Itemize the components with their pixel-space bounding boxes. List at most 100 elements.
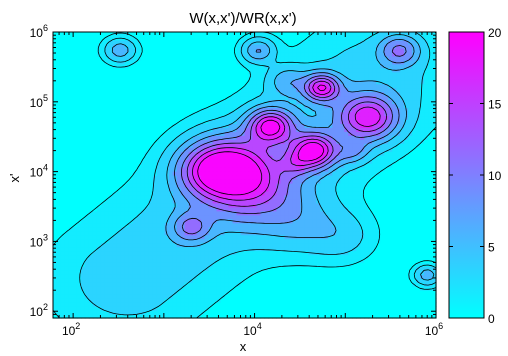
heatmap-cell <box>252 230 258 236</box>
heatmap-cell <box>164 182 170 188</box>
heatmap-cell <box>324 266 329 271</box>
heatmap-cell <box>68 119 74 124</box>
heatmap-cell <box>196 210 202 216</box>
heatmap-cell <box>344 143 349 148</box>
heatmap-cell <box>432 159 437 164</box>
heatmap-cell <box>212 139 218 144</box>
heatmap-cell <box>220 254 226 260</box>
heatmap-cell <box>372 282 377 287</box>
heatmap-cell <box>376 159 381 164</box>
heatmap-cell <box>132 175 138 180</box>
heatmap-cell <box>340 270 345 275</box>
heatmap-cell <box>320 238 325 244</box>
heatmap-cell <box>172 294 178 299</box>
heatmap-cell <box>432 210 437 216</box>
heatmap-cell <box>60 258 66 263</box>
heatmap-cell <box>420 159 425 164</box>
heatmap-cell <box>308 135 313 140</box>
heatmap-cell <box>380 222 385 228</box>
heatmap-cell <box>352 210 357 216</box>
heatmap-cell <box>360 266 365 271</box>
heatmap-cell <box>332 282 337 287</box>
heatmap-cell <box>180 167 186 172</box>
heatmap-cell <box>220 298 226 303</box>
heatmap-cell <box>332 238 337 244</box>
heatmap-cell <box>220 274 226 279</box>
heatmap-cell <box>84 175 90 180</box>
heatmap-cell <box>420 186 425 192</box>
heatmap-cell <box>136 294 142 299</box>
heatmap-cell <box>384 278 389 283</box>
heatmap-cell <box>252 286 258 291</box>
heatmap-cell <box>188 186 194 192</box>
heatmap-cell <box>120 175 126 180</box>
heatmap-cell <box>404 222 409 228</box>
heatmap-cell <box>400 163 405 168</box>
heatmap-cell <box>356 206 361 212</box>
heatmap-cell <box>396 198 401 204</box>
heatmap-cell <box>80 246 86 252</box>
heatmap-cell <box>244 139 250 144</box>
heatmap-cell <box>192 127 198 132</box>
heatmap-cell <box>104 306 110 311</box>
heatmap-cell <box>420 274 425 279</box>
heatmap-cell <box>364 290 369 295</box>
heatmap-cell <box>156 238 162 244</box>
heatmap-cell <box>132 234 138 240</box>
heatmap-cell <box>364 167 369 172</box>
heatmap-cell <box>60 159 66 164</box>
heatmap-cell <box>288 135 293 140</box>
heatmap-cell <box>320 310 325 315</box>
heatmap-cell <box>124 302 130 307</box>
heatmap-cell <box>232 266 238 271</box>
heatmap-cell <box>108 282 114 287</box>
heatmap-cell <box>64 302 70 307</box>
heatmap-cell <box>396 306 401 311</box>
heatmap-cell <box>360 159 365 164</box>
heatmap-cell <box>80 155 86 160</box>
heatmap-cell <box>160 159 166 164</box>
heatmap-cell <box>324 115 329 120</box>
heatmap-cell <box>152 258 158 263</box>
heatmap-cell <box>124 314 130 319</box>
heatmap-cell <box>340 290 345 295</box>
heatmap-cell <box>204 143 210 148</box>
heatmap-cell <box>240 282 246 287</box>
heatmap-cell <box>392 274 397 279</box>
heatmap-cell <box>228 230 234 236</box>
heatmap-cell <box>100 206 106 212</box>
heatmap-cell <box>104 222 110 228</box>
heatmap-cell <box>68 242 74 248</box>
heatmap-cell <box>336 274 341 279</box>
heatmap-cell <box>412 254 417 260</box>
heatmap-cell <box>368 230 373 236</box>
heatmap-cell <box>312 206 317 212</box>
heatmap-cell <box>204 234 210 240</box>
heatmap-cell <box>228 274 234 279</box>
heatmap-cell <box>148 238 154 244</box>
heatmap-cell <box>120 131 126 136</box>
heatmap-cell <box>280 290 285 295</box>
heatmap-cell <box>96 230 102 236</box>
heatmap-cell <box>384 175 389 180</box>
heatmap-cell <box>176 278 182 283</box>
heatmap-cell <box>212 266 218 271</box>
heatmap-cell <box>120 194 126 200</box>
heatmap-cell <box>404 127 409 132</box>
heatmap-cell <box>56 210 62 216</box>
heatmap-cell <box>364 302 369 307</box>
heatmap-cell <box>128 155 134 160</box>
heatmap-cell <box>336 282 341 287</box>
heatmap-cell <box>148 178 154 184</box>
heatmap-cell <box>116 178 122 184</box>
heatmap-cell <box>404 171 409 176</box>
heatmap-cell <box>184 206 190 212</box>
heatmap-cell <box>276 306 282 311</box>
heatmap-cell <box>260 119 266 124</box>
heatmap-cell <box>144 234 150 240</box>
heatmap-cell <box>160 155 166 160</box>
heatmap-cell <box>196 151 202 156</box>
heatmap-cell <box>120 306 126 311</box>
heatmap-cell <box>156 214 162 220</box>
heatmap-cell <box>56 274 62 279</box>
